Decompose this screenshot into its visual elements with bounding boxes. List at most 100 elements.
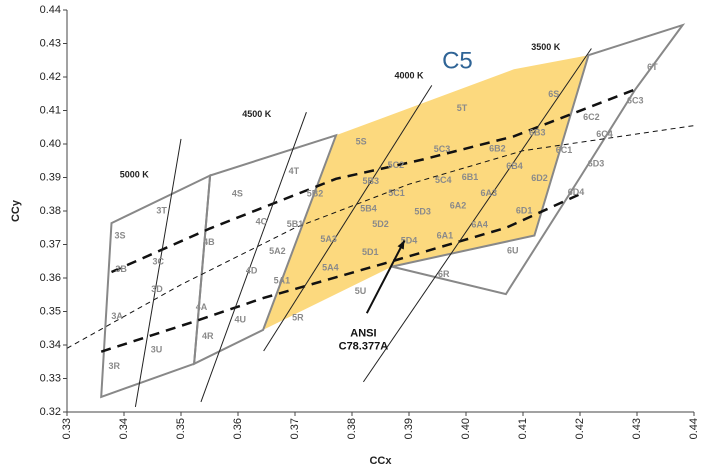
bin-label-4S: 4S — [232, 189, 243, 199]
x-tick-label-11: 0.44 — [688, 418, 700, 439]
y-tick-label-7: 0.39 — [40, 171, 61, 183]
bin-label-6C3: 6C3 — [627, 95, 644, 105]
x-axis-title: CCx — [369, 455, 392, 467]
y-tick-label-0: 0.32 — [40, 406, 61, 418]
bin-label-5A2: 5A2 — [269, 246, 286, 256]
c5-label: C5 — [442, 47, 473, 74]
bin-label-6C4: 6C4 — [596, 129, 613, 139]
y-tick-label-3: 0.35 — [40, 305, 61, 317]
isotherm-label-3: 3500 K — [531, 42, 561, 52]
c5-highlight-region — [263, 55, 589, 330]
bin-label-6A3: 6A3 — [481, 188, 498, 198]
bin-label-4C: 4C — [256, 216, 268, 226]
bin-label-5C4: 5C4 — [435, 175, 452, 185]
bin-label-6D2: 6D2 — [531, 173, 548, 183]
bin-label-3C: 3C — [152, 256, 164, 266]
ansi-annotation-line-1: C78.377A — [339, 341, 389, 353]
ansi-upper-line — [110, 88, 636, 274]
bin-label-6S: 6S — [548, 89, 559, 99]
bin-label-5C2: 5C2 — [388, 160, 405, 170]
bin-label-5A4: 5A4 — [322, 262, 339, 272]
bin-label-3S: 3S — [115, 231, 126, 241]
bin-label-5R: 5R — [292, 313, 304, 323]
x-tick-label-5: 0.38 — [346, 418, 358, 439]
bin-label-4U: 4U — [235, 314, 247, 324]
y-tick-label-6: 0.38 — [40, 205, 61, 217]
bin-label-4R: 4R — [202, 331, 214, 341]
ansi-annotation-line-0: ANSI — [350, 328, 376, 340]
bin-label-3T: 3T — [156, 206, 167, 216]
y-tick-label-1: 0.33 — [40, 372, 61, 384]
isotherm-label-0: 5000 K — [120, 170, 150, 180]
bin-label-6R: 6R — [438, 269, 450, 279]
x-tick-label-8: 0.41 — [517, 418, 529, 439]
bin-label-3A: 3A — [111, 311, 123, 321]
bin-label-6D4: 6D4 — [568, 187, 585, 197]
bin-outline-2 — [391, 23, 686, 296]
plot-area: 5000 K 4500 K 4000 K 3500 K 3S 3T 4S 4T 3C 4B 4C 3B… — [67, 23, 694, 408]
bin-label-6B3: 6B3 — [529, 127, 546, 137]
bin-label-5B4: 5B4 — [360, 204, 377, 214]
bin-outline-1 — [192, 133, 338, 366]
bin-label-6T: 6T — [647, 62, 658, 72]
bin-label-5A3: 5A3 — [320, 234, 337, 244]
bin-label-5C1: 5C1 — [388, 188, 405, 198]
ansi-arrow-head — [397, 240, 405, 250]
bin-label-6C2: 6C2 — [583, 112, 600, 122]
bin-label-4A: 4A — [196, 302, 208, 312]
isotherm-line-1 — [200, 112, 307, 403]
x-tick-label-1: 0.34 — [118, 418, 130, 439]
bin-label-5D3: 5D3 — [414, 207, 431, 217]
bin-label-6B4: 6B4 — [506, 161, 523, 171]
y-tick-label-8: 0.40 — [40, 138, 61, 150]
y-tick-label-2: 0.34 — [40, 339, 61, 351]
bin-label-6A1: 6A1 — [437, 231, 454, 241]
y-axis-title: CCy — [10, 199, 22, 222]
y-tick-label-10: 0.42 — [40, 71, 61, 83]
bin-label-3D: 3D — [151, 284, 163, 294]
isotherm-line-3 — [362, 48, 592, 383]
bin-label-6B1: 6B1 — [462, 172, 479, 182]
bin-label-5B2: 5B2 — [307, 189, 324, 199]
bin-label-5B3: 5B3 — [363, 176, 380, 186]
bin-label-6D3: 6D3 — [588, 158, 605, 168]
x-tick-label-4: 0.37 — [289, 418, 301, 439]
bin-label-6C1: 6C1 — [556, 145, 573, 155]
bin-label-6B2: 6B2 — [489, 143, 506, 153]
isotherm-label-2: 4000 K — [394, 71, 424, 81]
bin-label-4D: 4D — [246, 266, 258, 276]
bin-label-6U: 6U — [507, 246, 519, 256]
x-tick-label-2: 0.35 — [175, 418, 187, 439]
bin-label-5T: 5T — [457, 103, 468, 113]
x-tick-label-0: 0.33 — [61, 418, 73, 439]
y-tick-label-4: 0.36 — [40, 272, 61, 284]
ansi-arrow-line — [365, 240, 406, 314]
bin-label-5A1: 5A1 — [274, 276, 291, 286]
bin-label-6D1: 6D1 — [516, 205, 533, 215]
x-tick-label-7: 0.40 — [460, 418, 472, 439]
y-tick-label-9: 0.41 — [40, 104, 61, 116]
x-tick-label-3: 0.36 — [232, 418, 244, 439]
x-tick-label-6: 0.39 — [403, 418, 415, 439]
bin-label-5D1: 5D1 — [362, 247, 379, 257]
planckian-locus-line — [67, 125, 694, 349]
y-tick-label-5: 0.37 — [40, 238, 61, 250]
bin-label-4T: 4T — [289, 166, 300, 176]
isotherm-line-2 — [263, 85, 433, 352]
bin-label-5B1: 5B1 — [287, 219, 304, 229]
isotherm-line-0 — [134, 138, 182, 408]
bin-label-3U: 3U — [151, 344, 163, 354]
bin-label-5S: 5S — [356, 137, 367, 147]
bin-label-6A2: 6A2 — [450, 200, 467, 210]
bin-label-3B: 3B — [115, 264, 127, 274]
bin-label-4B: 4B — [203, 237, 215, 247]
bin-label-5C3: 5C3 — [434, 144, 451, 154]
x-tick-label-10: 0.43 — [631, 418, 643, 439]
y-tick-label-12: 0.44 — [40, 4, 61, 16]
isotherm-label-1: 4500 K — [242, 109, 272, 119]
bin-label-5D4: 5D4 — [401, 236, 418, 246]
x-tick-label-9: 0.42 — [574, 418, 586, 439]
y-tick-label-11: 0.43 — [40, 37, 61, 49]
bin-label-3R: 3R — [109, 361, 121, 371]
